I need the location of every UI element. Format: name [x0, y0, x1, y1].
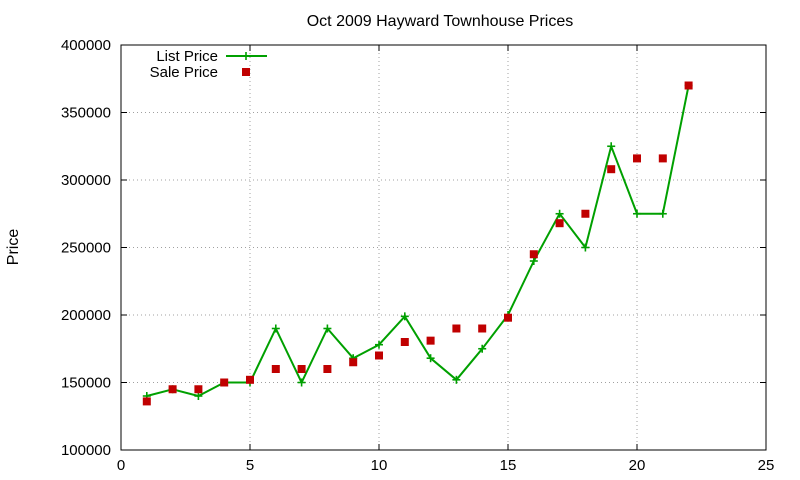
list-price-line	[146, 85, 690, 397]
sale-price-point	[246, 375, 254, 384]
sale-price-point	[271, 365, 280, 373]
sale-price-point	[684, 81, 693, 90]
sale-price-point	[349, 358, 358, 367]
y-tick-label: 350000	[61, 105, 111, 122]
sale-price-point	[633, 154, 641, 163]
sale-price-point	[400, 338, 409, 346]
x-tick-label: 10	[371, 457, 388, 474]
list-price-point	[633, 209, 641, 218]
sale-price-point	[478, 324, 487, 333]
legend-square-marker	[242, 68, 250, 76]
x-tick-label: 15	[500, 457, 517, 474]
list-price-point	[555, 209, 564, 218]
series-list-price	[142, 81, 693, 400]
list-price-point	[271, 324, 280, 333]
sale-price-point	[323, 365, 332, 373]
list-price-point	[658, 209, 667, 218]
sale-price-point	[504, 313, 512, 322]
list-price-point	[400, 312, 409, 321]
series-layer	[142, 81, 693, 406]
legend-plus-marker	[242, 52, 250, 60]
list-price-point	[529, 257, 538, 265]
x-tick-label: 25	[758, 457, 775, 474]
sale-price-point	[581, 209, 590, 218]
sale-price-point	[168, 385, 177, 394]
sale-price-point	[375, 351, 383, 360]
sale-price-point	[529, 250, 538, 259]
list-price-point	[478, 344, 487, 353]
x-tick-label: 5	[246, 457, 254, 474]
sale-price-point	[142, 397, 151, 406]
y-tick-label: 300000	[61, 172, 111, 189]
sale-price-point	[220, 378, 229, 387]
y-tick-label: 400000	[61, 37, 111, 54]
y-tick-label: 150000	[61, 375, 111, 392]
list-price-point	[452, 375, 461, 384]
sale-price-point	[426, 336, 435, 345]
y-axis-label: Price	[5, 229, 22, 266]
list-price-point	[581, 243, 590, 252]
chart-title: Oct 2009 Hayward Townhouse Prices	[307, 13, 574, 30]
legend-label: Sale Price	[150, 64, 218, 81]
grid	[121, 45, 766, 450]
list-price-point	[323, 324, 332, 333]
list-price-point	[194, 392, 203, 400]
axis-ticks: 0 5 10 15 20 25 100000 150000 200000 250000 300000…	[61, 37, 774, 474]
sale-price-point	[194, 385, 203, 394]
sale-price-point	[452, 324, 461, 333]
y-tick-label: 100000	[61, 442, 111, 459]
series-sale-price	[142, 81, 693, 406]
x-tick-label: 0	[117, 457, 125, 474]
list-price-point	[426, 354, 435, 363]
sale-price-point	[607, 165, 616, 174]
y-tick-label: 250000	[61, 240, 111, 257]
list-price-point	[607, 142, 616, 151]
sale-price-point	[297, 365, 306, 373]
legend-label: List Price	[156, 48, 218, 65]
list-price-point	[375, 340, 383, 349]
y-tick-label: 200000	[61, 307, 111, 324]
sale-price-point	[658, 154, 667, 163]
list-price-point	[297, 378, 306, 387]
x-tick-label: 20	[629, 457, 646, 474]
sale-price-point	[555, 219, 564, 228]
